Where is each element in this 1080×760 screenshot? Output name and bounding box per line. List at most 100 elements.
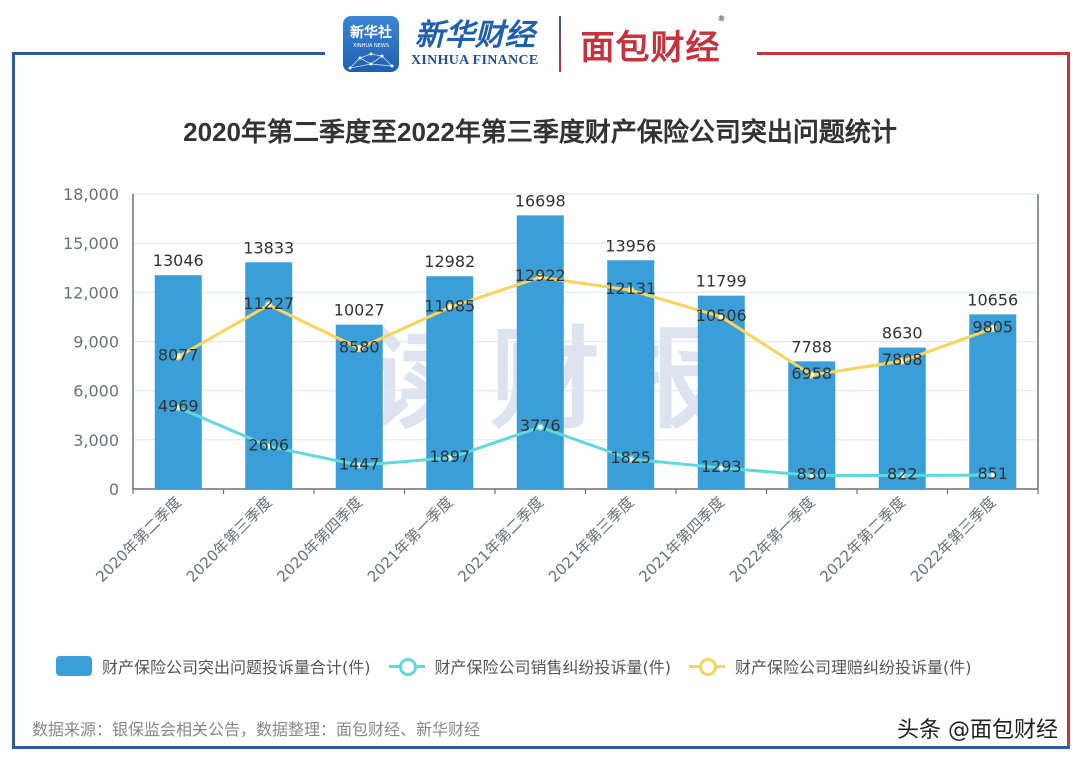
sales-value-label: 1825 <box>610 448 651 467</box>
claims-value-label: 12922 <box>515 266 566 285</box>
sales-point <box>174 403 182 412</box>
claims-value-label: 6958 <box>791 364 832 383</box>
sales-point <box>265 442 273 451</box>
xinhua-finance-logo-en: XINHUA FINANCE <box>411 53 539 68</box>
claims-point <box>174 352 182 361</box>
legend-item-sales[interactable]: 财产保险公司销售纠纷投诉量(件) <box>388 654 672 678</box>
frame-bottom-blue <box>12 746 1070 749</box>
legend-item-total[interactable]: 财产保险公司突出问题投诉量合计(件) <box>56 654 371 678</box>
legend-label-total: 财产保险公司突出问题投诉量合计(件) <box>102 658 371 677</box>
y-tick-label: 12,000 <box>63 283 119 302</box>
sales-value-label: 1293 <box>701 457 742 476</box>
bar <box>607 260 655 489</box>
legend-bar-swatch <box>56 656 92 676</box>
sales-value-label: 2606 <box>248 435 289 454</box>
xinhua-finance-logo-cn: 新华财经 <box>414 18 535 53</box>
logo-header: 新华社 XINHUA NEWS 新华财经 XINHUA FINANCE 面包财经… <box>343 12 726 76</box>
bar-value-label: 13046 <box>153 251 204 270</box>
bar-value-label: 10027 <box>334 301 385 320</box>
xinhua-news-logo-en: XINHUA NEWS <box>352 43 390 49</box>
y-tick-label: 15,000 <box>63 234 119 253</box>
claims-point <box>898 357 906 365</box>
sales-value-label: 3776 <box>520 416 561 435</box>
bar-value-label: 16698 <box>515 191 566 210</box>
legend: 财产保险公司突出问题投诉量合计(件) 财产保险公司销售纠纷投诉量(件) 财产保险… <box>56 654 990 678</box>
sales-value-label: 851 <box>977 464 1008 483</box>
claims-point <box>446 303 454 312</box>
sales-point <box>808 471 816 480</box>
legend-label-sales: 财产保险公司销售纠纷投诉量(件) <box>434 658 672 677</box>
claims-value-label: 9805 <box>972 317 1013 336</box>
x-category-label: 2021年第二季度 <box>454 493 547 586</box>
x-category-label: 2021年第一季度 <box>364 493 457 586</box>
claims-value-label: 8580 <box>339 337 380 356</box>
claims-point <box>355 344 363 353</box>
data-source-note: 数据来源：银保监会相关公告，数据整理：面包财经、新华财经 <box>32 720 481 739</box>
claims-point <box>627 286 635 294</box>
sales-value-label: 830 <box>796 464 827 483</box>
y-tick-label: 9,000 <box>73 333 119 352</box>
bar-value-label: 11799 <box>696 272 747 291</box>
network-icon <box>348 52 394 70</box>
x-category-label: 2021年第三季度 <box>545 493 638 586</box>
claims-point <box>808 371 816 379</box>
bar-value-label: 12982 <box>424 252 475 271</box>
sales-point <box>627 455 635 463</box>
sales-value-label: 1447 <box>339 454 380 473</box>
claims-value-label: 8077 <box>158 346 199 365</box>
claims-line <box>177 275 994 377</box>
x-category-label: 2020年第二季度 <box>92 493 185 586</box>
x-category-label: 2022年第一季度 <box>726 493 819 586</box>
legend-label-claims: 财产保险公司理赔纠纷投诉量(件) <box>735 658 972 677</box>
sales-value-label: 4969 <box>158 397 199 416</box>
sales-point <box>898 471 906 480</box>
bar <box>245 262 293 489</box>
chart: 读财报 03,0006,0009,00012,00015,00018,00020… <box>63 185 1039 586</box>
claims-value-label: 10506 <box>696 306 747 325</box>
y-tick-label: 6,000 <box>73 382 119 401</box>
bar <box>516 215 564 490</box>
toutiao-watermark: 头条 @面包财经 <box>897 718 1058 743</box>
y-tick-label: 0 <box>109 480 119 499</box>
frame-top-blue <box>12 52 325 55</box>
bar <box>154 275 202 489</box>
sales-value-label: 1897 <box>429 447 470 466</box>
claims-value-label: 7808 <box>882 350 923 369</box>
bar <box>878 347 926 489</box>
xinhua-news-logo: 新华社 XINHUA NEWS <box>343 16 399 72</box>
mianbao-logo-text: 面包财经 <box>580 27 721 68</box>
sales-point <box>536 423 544 431</box>
y-tick-label: 3,000 <box>73 431 119 450</box>
bar <box>969 314 1017 489</box>
bar <box>788 361 836 489</box>
claims-point <box>717 313 725 321</box>
x-category-label: 2020年第四季度 <box>273 493 366 586</box>
bar-value-label: 10656 <box>967 290 1018 309</box>
xinhua-news-logo-cn: 新华社 <box>350 25 392 41</box>
sales-value-label: 822 <box>887 465 918 484</box>
sales-point <box>355 461 363 470</box>
bar-value-label: 8630 <box>882 324 923 343</box>
logo-divider <box>558 16 561 72</box>
frame-left-blue <box>12 52 15 749</box>
sales-line <box>177 406 993 478</box>
frame-right-red <box>1067 52 1070 746</box>
x-category-label: 2020年第三季度 <box>183 493 276 586</box>
xinhua-finance-logo: 新华财经 XINHUA FINANCE <box>411 19 539 69</box>
bar-value-label: 13833 <box>243 238 294 257</box>
claims-value-label: 11227 <box>243 294 294 313</box>
sales-point <box>717 464 725 472</box>
sales-point <box>446 454 454 462</box>
claims-value-label: 11085 <box>424 296 475 315</box>
frame-top-red <box>757 52 1070 55</box>
sales-point <box>989 471 997 479</box>
y-tick-label: 18,000 <box>63 185 119 204</box>
claims-value-label: 12131 <box>605 279 656 298</box>
registered-mark: ® <box>717 13 727 23</box>
claims-point <box>989 324 997 333</box>
bar-value-label: 13956 <box>605 236 656 255</box>
x-category-label: 2021年第四季度 <box>635 493 728 586</box>
chart-title: 2020年第二季度至2022年第三季度财产保险公司突出问题统计 <box>183 117 897 147</box>
mianbao-finance-logo: 面包财经 ® <box>580 14 726 69</box>
legend-item-claims[interactable]: 财产保险公司理赔纠纷投诉量(件) <box>689 654 972 678</box>
